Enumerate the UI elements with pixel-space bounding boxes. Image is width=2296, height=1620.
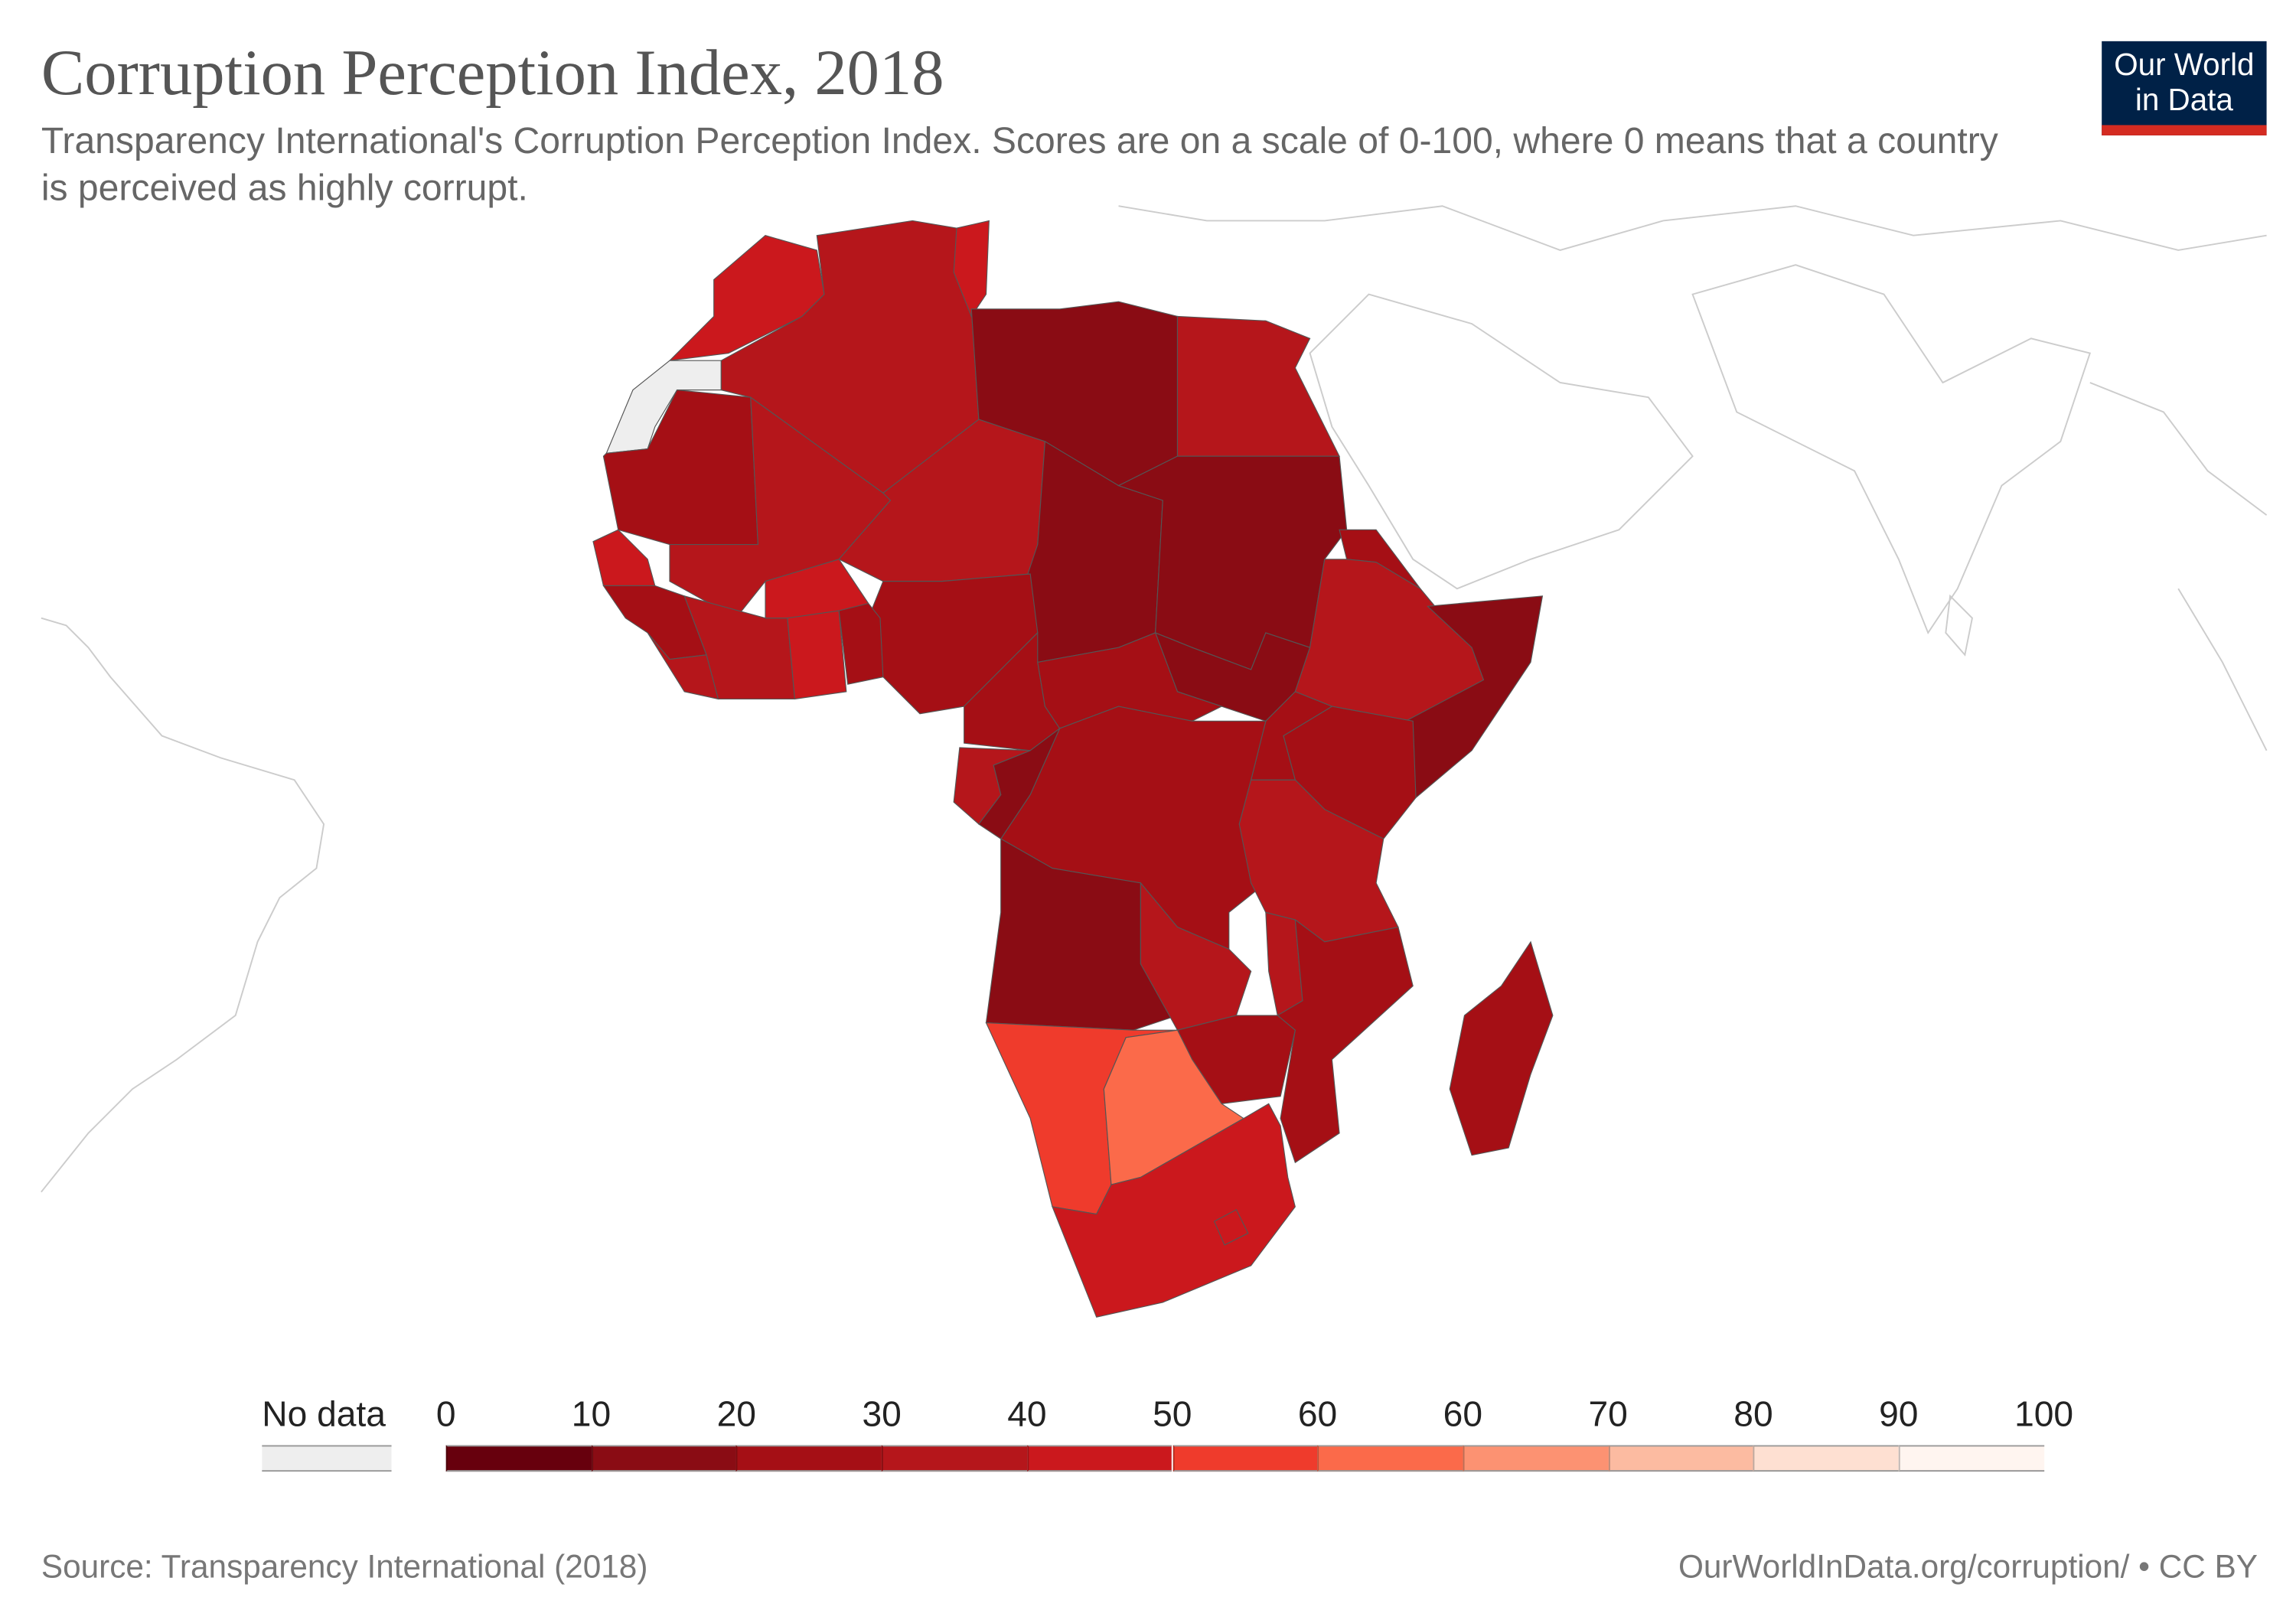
legend-tick-label: 60 [1297,1395,1338,1436]
country-lesotho[interactable] [1213,1209,1249,1246]
logo-line-2: in Data [2135,83,2233,118]
legend-no-data-label: No data [262,1395,386,1436]
country-madagascar[interactable] [1449,940,1554,1156]
background-landmasses [41,205,2268,1193]
country-gabon[interactable] [953,747,1031,825]
subtitle: Transparency International's Corruption … [41,120,1998,210]
legend-bin [1753,1445,1899,1472]
legend-tick-label: 10 [571,1395,612,1436]
country-tunisia[interactable] [953,220,990,318]
logo-line-1: Our World [2114,48,2255,83]
legend-tick-label: 50 [1153,1395,1192,1436]
page-title: Corruption Perception Index, 2018 [41,37,944,109]
legend-bin [591,1445,737,1472]
footer-link[interactable]: OurWorldInData.org/corruption/ • CC BY [1678,1548,2258,1586]
country-egypt[interactable] [1176,315,1340,457]
country-central-african-republic[interactable] [1037,632,1223,729]
country-mozambique[interactable] [1277,918,1414,1164]
legend-bin [1898,1445,2044,1472]
legend-tick-label: 20 [716,1395,756,1436]
legend-tick-label: 100 [2014,1395,2074,1436]
owid-logo[interactable]: Our World in Data [2102,41,2267,135]
legend-bin [1172,1445,1318,1472]
legend-tick-label: 90 [1879,1395,1919,1436]
legend-bin [882,1445,1027,1472]
country-senegal[interactable] [592,529,656,586]
legend-bin [1463,1445,1609,1472]
legend-bin [445,1445,592,1472]
country-south-africa[interactable] [1052,1103,1296,1318]
legend-bin [1317,1445,1463,1472]
legend-bin [1026,1445,1172,1472]
legend-tick-label: 0 [435,1395,456,1436]
legend-tick-label: 30 [862,1395,902,1436]
legend-bin [1608,1445,1753,1472]
country-zambia[interactable] [1140,882,1252,1031]
africa-map [41,205,2268,1318]
legend-tick-label: 80 [1733,1395,1773,1436]
country-ghana[interactable] [787,610,847,700]
legend-tick-label: 40 [1007,1395,1047,1436]
legend-no-data-swatch [262,1445,392,1472]
legend-tick-label: 60 [1443,1395,1483,1436]
country-guinea[interactable] [602,585,707,660]
country-togo-benin[interactable] [838,602,884,685]
legend-tick-label: 70 [1588,1395,1628,1436]
source-note: Source: Transparency International (2018… [41,1548,648,1586]
legend-bin [736,1445,882,1472]
